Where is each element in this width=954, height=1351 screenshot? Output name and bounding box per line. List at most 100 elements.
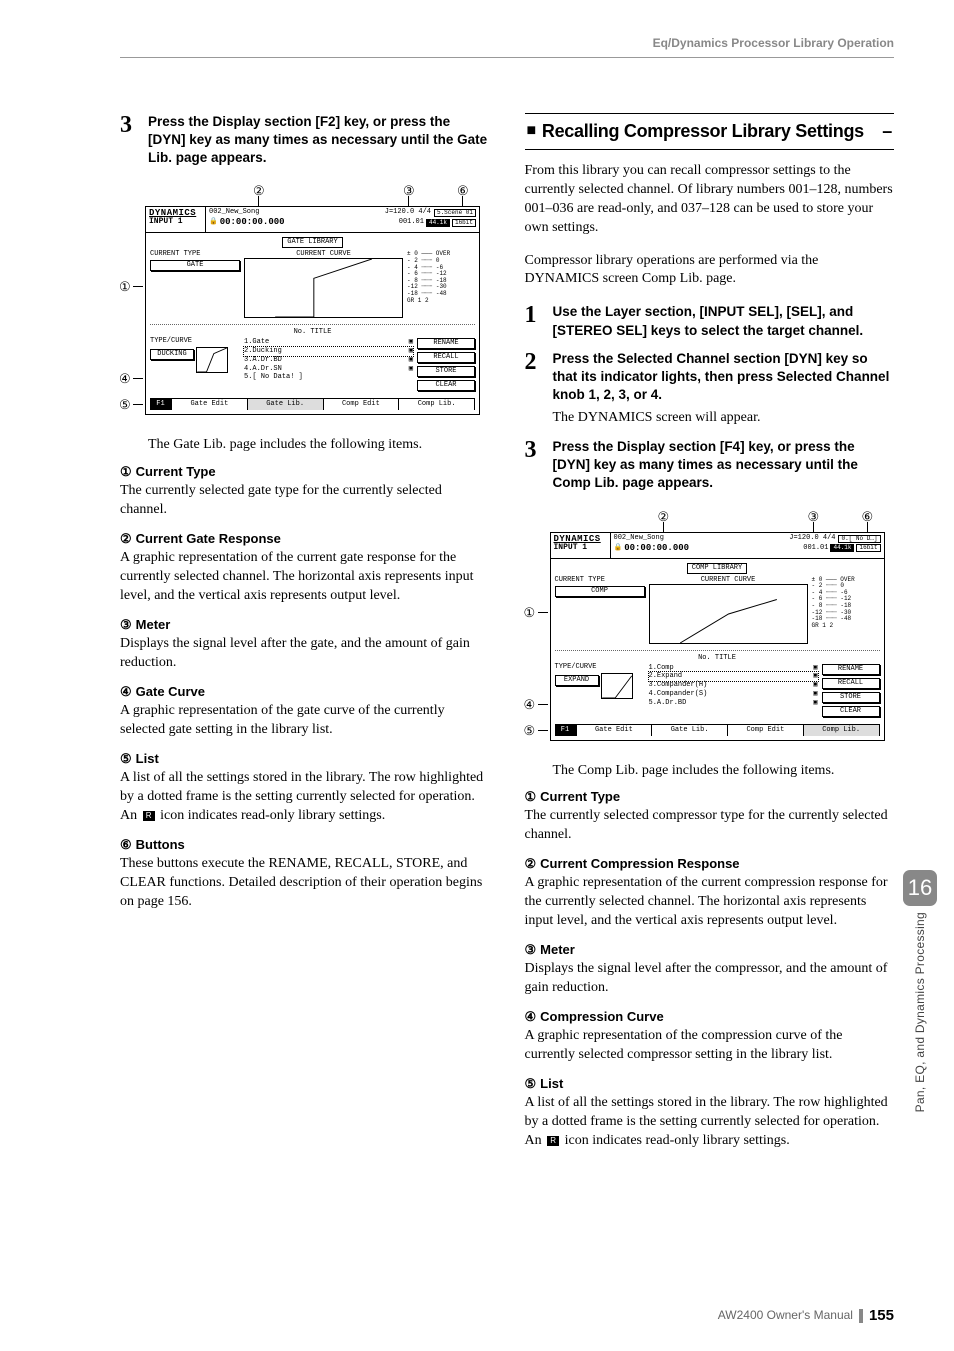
- item-current-type: ①Current Type The currently selected com…: [525, 788, 895, 845]
- item-list: ⑤List A list of all the settings stored …: [120, 750, 490, 826]
- lcd-song: 002_New_Song: [614, 535, 664, 543]
- lcd-tab: Gate Edit: [172, 399, 248, 410]
- callout-1: ①: [524, 604, 536, 622]
- readonly-icon: R: [547, 1136, 559, 1146]
- lcd-bar: 001.01: [399, 219, 424, 226]
- chapter-label: Pan, EQ, and Dynamics Processing: [912, 912, 929, 1112]
- lcd-scene: 5.Scene 01: [434, 209, 476, 217]
- item-current-gate-response: ②Current Gate Response A graphic represe…: [120, 530, 490, 606]
- lcd-type-label: CURRENT TYPE: [555, 577, 645, 584]
- lcd-tab: Gate Lib.: [652, 725, 728, 736]
- lcd-mini-curve: [601, 673, 633, 699]
- item-meter: ③Meter Displays the signal level after t…: [120, 616, 490, 673]
- step-number: 1: [525, 303, 543, 339]
- chapter-badge: 16: [903, 870, 937, 906]
- step-text: Press the Display section [F2] key, or p…: [148, 113, 490, 168]
- lcd-list-header: No. TITLE: [555, 655, 880, 662]
- item-current-type: ①Current Type The currently selected gat…: [120, 463, 490, 520]
- right-step-3: 3 Press the Display section [F4] key, or…: [525, 438, 895, 493]
- section-title-recalling-compressor: ■ Recalling Compressor Library Settings …: [525, 113, 895, 150]
- lcd-timecode: 00:00:00.000: [220, 218, 285, 227]
- lcd-song: 002_New_Song: [209, 209, 259, 217]
- lcd-tab: Comp Edit: [728, 725, 804, 736]
- lcd-tc-value: DUCKING: [150, 349, 194, 360]
- lcd-tab: Gate Edit: [577, 725, 653, 736]
- step-number: 2: [525, 350, 543, 428]
- lcd-curve-graph: [244, 258, 403, 318]
- lcd-tab: Gate Lib.: [248, 399, 324, 410]
- page-footer: AW2400 Owner's Manual 155: [718, 1305, 894, 1326]
- header-section-title: Eq/Dynamics Processor Library Operation: [120, 35, 894, 58]
- lcd-bar: 001.01: [803, 545, 828, 552]
- lcd-library-label: COMP LIBRARY: [687, 563, 747, 574]
- callout-4: ④: [119, 370, 131, 388]
- lcd-tab: Comp Lib.: [804, 725, 880, 736]
- lcd-clear-button: CLEAR: [417, 380, 475, 391]
- item-list: ⑤List A list of all the settings stored …: [525, 1075, 895, 1151]
- lcd-curve-label: CURRENT CURVE: [244, 251, 403, 258]
- footer-product: AW2400 Owner's Manual: [718, 1307, 853, 1324]
- lcd-tab: Comp Lib.: [399, 399, 475, 410]
- left-step-3: 3 Press the Display section [F2] key, or…: [120, 113, 490, 168]
- lcd-list-header: No. TITLE: [150, 329, 475, 336]
- lcd-bits: 16bit: [856, 544, 880, 552]
- lcd-tab: Comp Edit: [324, 399, 400, 410]
- item-current-compression-response: ②Current Compression Response A graphic …: [525, 855, 895, 931]
- right-column: ■ Recalling Compressor Library Settings …: [525, 113, 895, 1161]
- item-gate-curve: ④Gate Curve A graphic representation of …: [120, 683, 490, 740]
- lcd-list: 1.Comp ▣ 2.Expand ▣ 3.Compander(H) ▣ 4.C…: [649, 664, 818, 720]
- callout-5: ⑤: [524, 722, 536, 740]
- gate-lib-figure: ② ③ ⑥ ① ④ ⑤ DYNAMICS INPUT 1: [145, 182, 490, 415]
- right-intro-1: From this library you can recall compres…: [525, 162, 895, 238]
- step-text: Press the Selected Channel section [DYN]…: [553, 350, 895, 405]
- lcd-tc-label: TYPE/CURVE: [150, 338, 240, 345]
- right-intro: The Comp Lib. page includes the followin…: [553, 761, 895, 781]
- left-column: 3 Press the Display section [F2] key, or…: [120, 113, 490, 1161]
- lcd-tempo: J=120.0 4/4: [385, 209, 431, 217]
- right-step-1: 1 Use the Layer section, [INPUT SEL], [S…: [525, 303, 895, 339]
- readonly-icon: R: [143, 811, 155, 821]
- lcd-library-label: GATE LIBRARY: [282, 237, 342, 248]
- comp-lib-figure: ② ③ ⑥ ① ④ ⑤ DYNAMICS INPUT 1: [550, 508, 895, 741]
- lcd-type-value: GATE: [150, 260, 240, 271]
- lcd-store-button: STORE: [417, 366, 475, 377]
- step-number: 3: [525, 438, 543, 493]
- item-meter: ③Meter Displays the signal level after t…: [525, 941, 895, 998]
- lcd-timecode: 00:00:00.000: [624, 544, 689, 553]
- lcd-f-label: F1: [555, 725, 577, 736]
- lcd-clear-button: CLEAR: [822, 706, 880, 717]
- left-intro: The Gate Lib. page includes the followin…: [148, 435, 490, 455]
- right-step-2: 2 Press the Selected Channel section [DY…: [525, 350, 895, 428]
- step-text: Use the Layer section, [INPUT SEL], [SEL…: [553, 303, 895, 339]
- lcd-f-label: F1: [150, 399, 172, 410]
- right-intro-2: Compressor library operations are perfor…: [525, 252, 895, 290]
- lcd-recall-button: RECALL: [822, 678, 880, 689]
- callout-1: ①: [119, 278, 131, 296]
- lcd-scene: 0.[ No D…]: [838, 535, 880, 543]
- lcd-meter: ± 0 ─── OVER - 2 ┄┄┄ 0 - 4 ┄┄┄ -6 - 6 ┄┄…: [407, 251, 475, 318]
- step-text: Press the Display section [F4] key, or p…: [553, 438, 895, 493]
- lcd-screen-gate: DYNAMICS INPUT 1 002_New_Song J=120.0 4/…: [145, 206, 480, 415]
- lcd-list: 1.Gate ▣ 2.Ducking ▣ 3.A.Dr.BD ▣ 4.A.Dr.…: [244, 338, 413, 394]
- step-note: The DYNAMICS screen will appear.: [553, 408, 895, 428]
- callout-4: ④: [524, 696, 536, 714]
- lcd-tempo: J=120.0 4/4: [789, 535, 835, 543]
- lcd-subtitle: INPUT 1: [149, 218, 202, 226]
- lcd-meter: ± 0 ─── OVER - 2 ┄┄┄ 0 - 4 ┄┄┄ -6 - 6 ┄┄…: [812, 577, 880, 644]
- lcd-tc-label: TYPE/CURVE: [555, 664, 645, 671]
- lcd-screen-comp: DYNAMICS INPUT 1 002_New_Song J=120.0 4/…: [550, 532, 885, 741]
- lcd-type-label: CURRENT TYPE: [150, 251, 240, 258]
- step-number: 3: [120, 113, 138, 168]
- item-compression-curve: ④Compression Curve A graphic representat…: [525, 1008, 895, 1065]
- lcd-curve-label: CURRENT CURVE: [649, 577, 808, 584]
- side-tab: 16 Pan, EQ, and Dynamics Processing: [904, 870, 936, 1210]
- lcd-type-value: COMP: [555, 586, 645, 597]
- lcd-rate: 44.1k: [830, 544, 854, 552]
- lcd-store-button: STORE: [822, 692, 880, 703]
- footer-divider-icon: [859, 1309, 863, 1323]
- lcd-curve-graph: [649, 584, 808, 644]
- lcd-subtitle: INPUT 1: [554, 544, 607, 552]
- lcd-rename-button: RENAME: [417, 338, 475, 349]
- callout-5: ⑤: [119, 396, 131, 414]
- lcd-rate: 44.1k: [426, 219, 450, 227]
